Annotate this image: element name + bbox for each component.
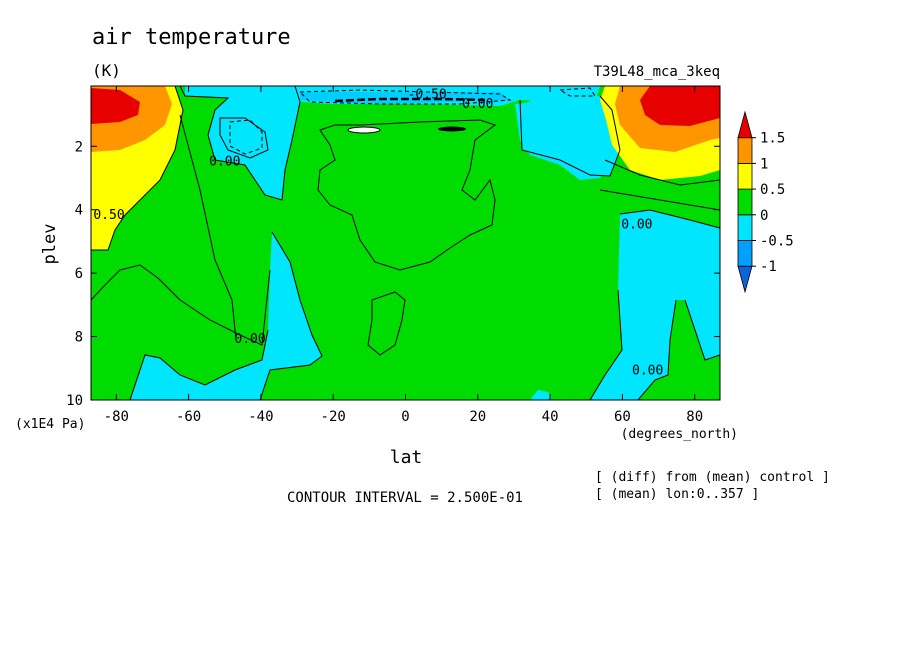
contour-label: -0.50 <box>408 88 447 103</box>
x-tick-label: -40 <box>248 409 273 425</box>
contour-label: 0.00 <box>462 97 493 112</box>
x-tick-label: 60 <box>614 409 631 425</box>
field-cyan-stratosphere <box>180 86 620 200</box>
colorbar-swatch <box>737 110 753 139</box>
colorbar-swatch <box>737 240 753 267</box>
contour-label: 0.00 <box>632 364 663 379</box>
y-axis-title: plev <box>40 224 60 265</box>
field-red-south <box>91 88 140 124</box>
contour-label: 0.00 <box>621 218 652 233</box>
x-axis-title: lat <box>390 447 423 468</box>
x-tick-label: -60 <box>176 409 201 425</box>
x-tick-label: 80 <box>686 409 703 425</box>
field-cyan-mid-bottom <box>530 390 552 400</box>
y-tick-label: 4 <box>75 203 83 219</box>
colorbar-label: 1.5 <box>760 131 785 147</box>
y-axis: 2 4 6 8 10 <box>66 139 720 409</box>
x-axis-units: (degrees_north) <box>621 427 738 442</box>
field-red-north <box>640 86 720 126</box>
colorbar-label: -0.5 <box>760 234 794 250</box>
y-tick-label: 6 <box>75 266 83 282</box>
y-tick-label: 2 <box>75 139 83 155</box>
contour-interval: CONTOUR INTERVAL = 2.500E-01 <box>287 490 523 506</box>
field-cyan-right-lower <box>590 210 720 400</box>
colorbar-swatch <box>737 188 753 216</box>
contour-lines <box>91 86 720 400</box>
colorbar: 1.5 1 0.5 0 -0.5 -1 <box>737 110 794 294</box>
note-line-2: [ (mean) lon:0..357 ] <box>595 487 759 502</box>
field-cyan-right-upper <box>515 96 610 180</box>
colorbar-label: 0.5 <box>760 182 785 198</box>
colorbar-swatch <box>737 214 753 241</box>
field-white-blob-2 <box>438 126 466 132</box>
x-tick-label: 40 <box>542 409 559 425</box>
colorbar-swatch <box>737 137 753 164</box>
run-label: T39L48_mca_3keq <box>594 64 720 80</box>
contour-label: 0.50 <box>93 208 124 223</box>
x-tick-label: 0 <box>401 409 409 425</box>
field-white-blob-1 <box>347 126 381 134</box>
contour-label: 0.00 <box>209 154 240 169</box>
x-axis: -80 -60 -40 -20 0 20 40 60 80 <box>104 86 703 425</box>
colorbar-label: -1 <box>760 259 777 275</box>
field-cyan-left-bottom <box>130 232 322 400</box>
contour-line-dense <box>334 97 486 103</box>
colorbar-label: 0 <box>760 208 768 224</box>
plot-area: -0.50 0.00 0.00 0.50 0.00 0.00 0.00 <box>90 85 721 401</box>
x-tick-label: 20 <box>469 409 486 425</box>
units-label: (K) <box>92 61 121 80</box>
contour-lines-negative <box>229 87 596 155</box>
y-tick-label: 8 <box>75 330 83 346</box>
y-axis-units: (x1E4 Pa) <box>15 417 85 432</box>
colorbar-swatch <box>737 162 753 190</box>
y-tick-label: 10 <box>66 393 83 409</box>
colorbar-swatch <box>737 265 753 294</box>
contour-label: 0.00 <box>234 332 265 347</box>
chart-title: air temperature <box>92 25 291 50</box>
note-line-1: [ (diff) from (mean) control ] <box>595 470 830 485</box>
colorbar-label: 1 <box>760 156 768 172</box>
x-tick-label: -20 <box>321 409 346 425</box>
x-tick-label: -80 <box>104 409 129 425</box>
contour-labels: -0.50 0.00 0.00 0.50 0.00 0.00 0.00 <box>93 88 663 379</box>
